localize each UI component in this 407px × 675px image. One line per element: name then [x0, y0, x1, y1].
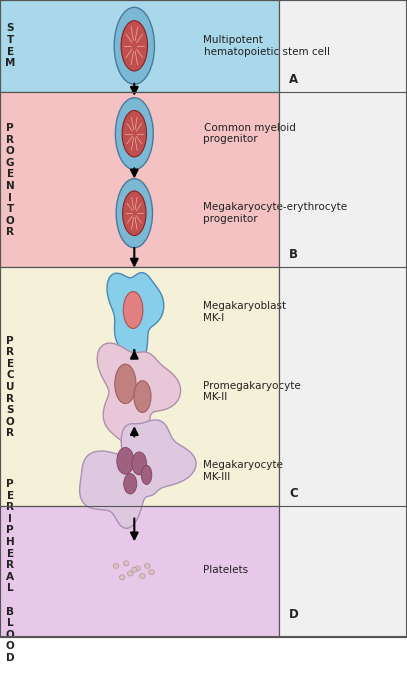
Text: Megakaryocyte
MK-III: Megakaryocyte MK-III — [204, 460, 283, 482]
Ellipse shape — [117, 448, 134, 475]
FancyBboxPatch shape — [0, 0, 279, 92]
Ellipse shape — [149, 570, 154, 575]
FancyBboxPatch shape — [279, 0, 407, 637]
Ellipse shape — [135, 566, 140, 571]
Ellipse shape — [123, 191, 146, 236]
Ellipse shape — [123, 292, 143, 329]
Ellipse shape — [122, 111, 147, 157]
Text: Megakaryoblast
MK-I: Megakaryoblast MK-I — [204, 301, 287, 323]
Ellipse shape — [121, 21, 147, 71]
FancyBboxPatch shape — [0, 267, 279, 506]
Text: S
T
E
M: S T E M — [5, 24, 15, 68]
Text: D: D — [289, 608, 299, 620]
FancyBboxPatch shape — [0, 92, 279, 267]
Ellipse shape — [123, 561, 129, 566]
Ellipse shape — [134, 381, 151, 412]
Ellipse shape — [119, 575, 125, 580]
Polygon shape — [97, 343, 181, 447]
Ellipse shape — [132, 452, 147, 475]
Text: Platelets: Platelets — [204, 565, 249, 574]
Text: P
R
E
C
U
R
S
O
R: P R E C U R S O R — [6, 335, 15, 439]
Polygon shape — [107, 273, 164, 363]
Text: Megakaryocyte-erythrocyte
progenitor: Megakaryocyte-erythrocyte progenitor — [204, 202, 348, 224]
Text: Common myeloid
progenitor: Common myeloid progenitor — [204, 123, 295, 144]
Ellipse shape — [140, 574, 145, 578]
Ellipse shape — [124, 474, 137, 494]
Ellipse shape — [131, 567, 137, 572]
Ellipse shape — [116, 179, 153, 248]
Text: C: C — [289, 487, 298, 499]
Text: P
R
O
G
E
N
I
T
O
R: P R O G E N I T O R — [6, 123, 15, 238]
Text: A: A — [289, 73, 298, 86]
Polygon shape — [80, 420, 196, 529]
Ellipse shape — [127, 571, 133, 576]
Ellipse shape — [115, 364, 136, 404]
FancyBboxPatch shape — [0, 506, 279, 637]
Text: Promegakaryocyte
MK-II: Promegakaryocyte MK-II — [204, 381, 301, 402]
Text: Multipotent
hematopoietic stem cell: Multipotent hematopoietic stem cell — [204, 35, 330, 57]
Ellipse shape — [144, 564, 150, 568]
Ellipse shape — [116, 98, 153, 169]
Ellipse shape — [141, 465, 152, 485]
Ellipse shape — [114, 7, 155, 84]
Text: P
E
R
I
P
H
E
R
A
L
 
B
L
O
O
D: P E R I P H E R A L B L O O D — [6, 479, 15, 663]
Ellipse shape — [113, 564, 119, 568]
Text: B: B — [289, 248, 298, 261]
